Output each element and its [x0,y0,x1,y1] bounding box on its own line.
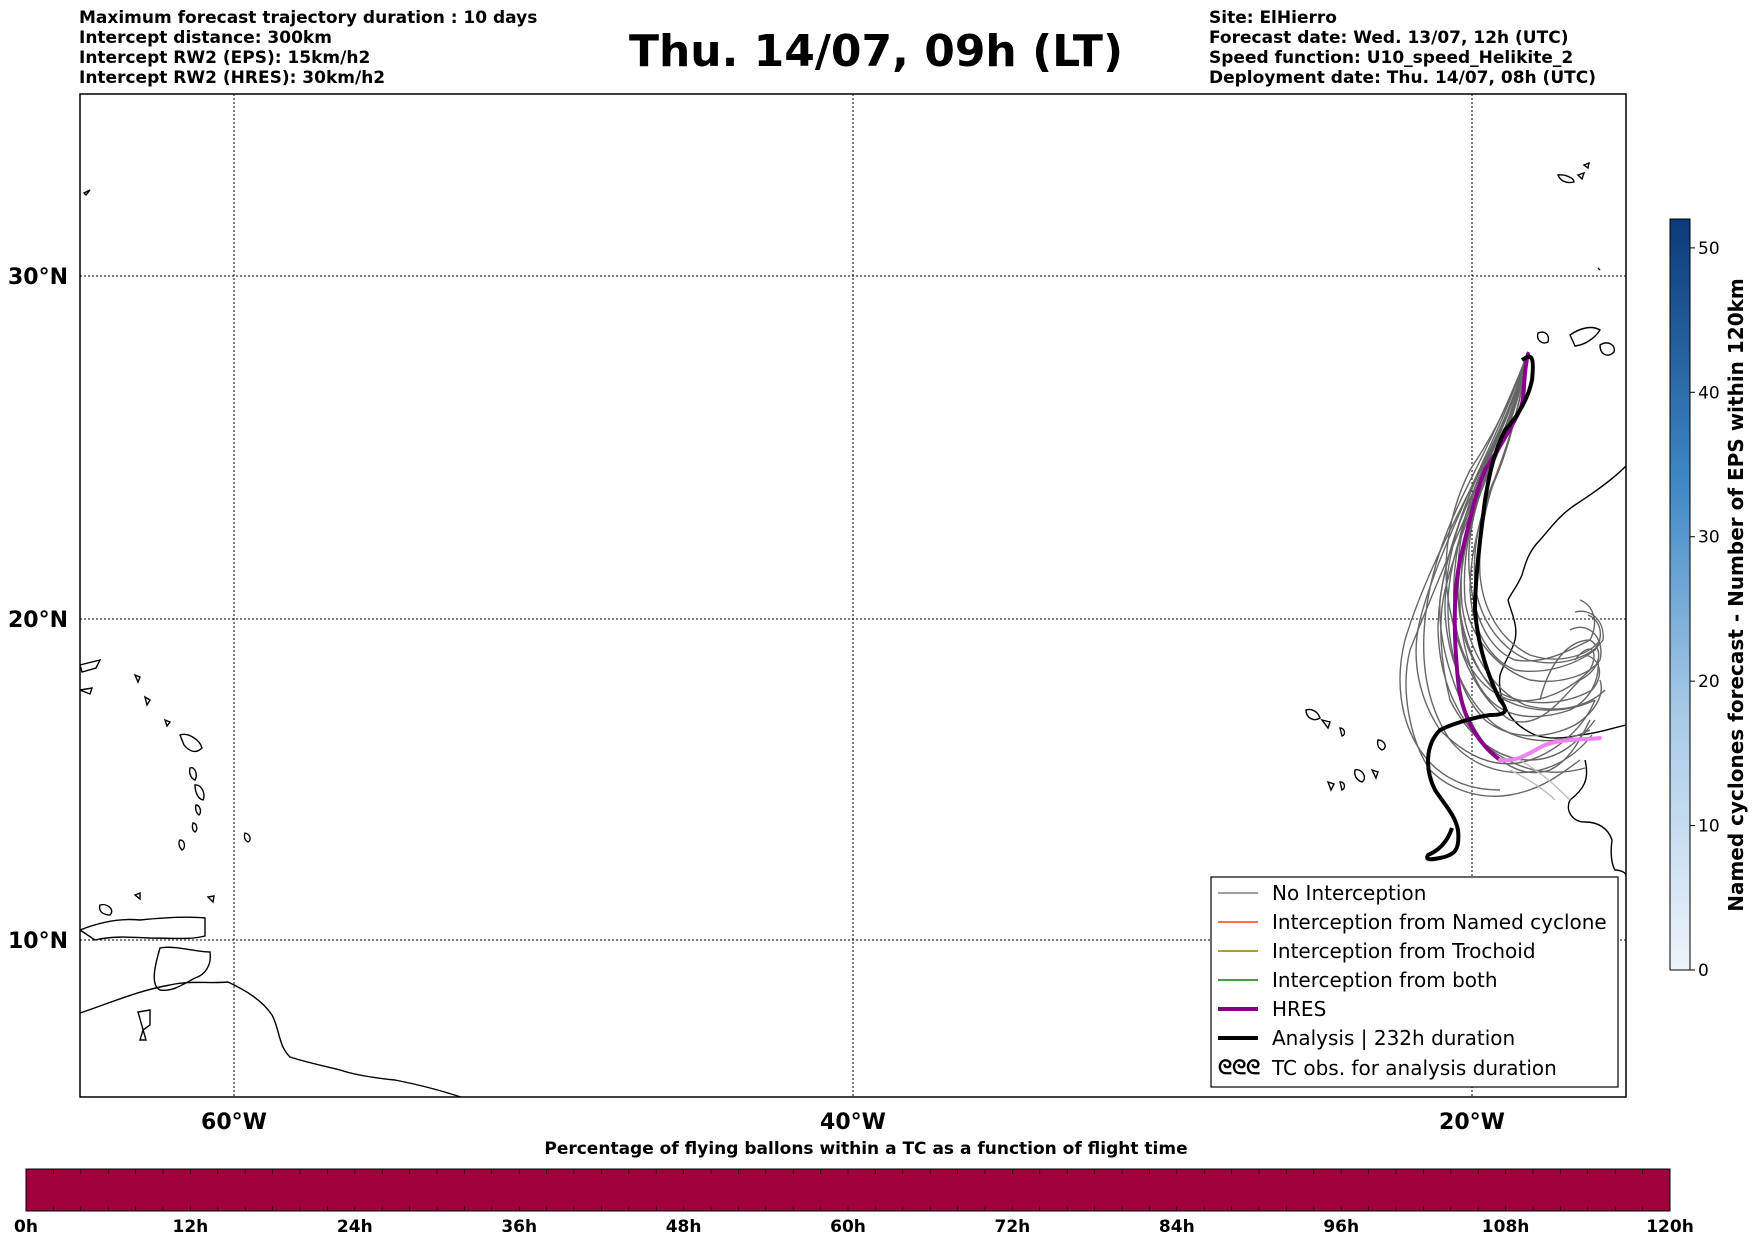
colorbar-gradient [1669,218,1691,971]
coastlines [80,161,1626,1097]
flight-time-tick-label: 0h [14,1217,38,1237]
eps-trajectories-light [1509,759,1571,801]
island-12 [98,903,113,916]
canary-island-2 [1569,326,1601,347]
flight-time-tick-label: 120h [1646,1217,1694,1237]
legend-label-no-interception: No Interception [1272,881,1426,905]
cape-verde-4 [1376,739,1386,751]
west-africa-coast [1498,465,1626,739]
cape-verde-6 [1370,768,1379,780]
canary-island-1 [1536,331,1550,344]
flight-time-tick-label: 72h [995,1217,1031,1237]
lat-label-10n: 10°N [8,929,68,954]
header-left-info: Maximum forecast trajectory duration : 1… [79,8,537,88]
page-title: Thu. 14/07, 09h (LT) [628,26,1124,77]
speed-function-text: Speed function: U10_speed_Helikite_2 [1209,48,1574,68]
cape-verde-1 [1305,708,1321,721]
south-america-coast [80,981,464,1097]
island-16 [143,695,151,707]
legend-label-named-cyclone: Interception from Named cyclone [1272,910,1607,934]
lon-label-40w: 40°W [820,1110,886,1135]
island-4 [82,189,91,197]
lat-label-30n: 30°N [8,265,68,290]
cape-verde-5 [1354,769,1366,783]
colorbar: 0 10 20 30 40 50 Named cyclones forecast - Nu… [1669,218,1748,981]
flight-time-tick-label: 60h [830,1217,866,1237]
flight-time-bar-fill [25,1168,1671,1212]
legend-label-both: Interception from both [1272,968,1498,992]
flight-time-bar-title: Percentage of flying ballons within a TC… [544,1139,1187,1159]
canary-island-3 [1599,342,1615,356]
legend-label-analysis: Analysis | 232h duration [1272,1026,1515,1050]
island-9 [191,822,198,833]
madeira-1 [1557,174,1575,184]
max-duration-text: Maximum forecast trajectory duration : 1… [79,8,538,28]
intercept-eps-text: Intercept RW2 (EPS): 15km/h2 [79,48,371,68]
colorbar-tick-label: 20 [1698,672,1720,692]
island-6 [188,767,197,781]
island-7 [194,784,205,801]
deployment-date-text: Deployment date: Thu. 14/07, 08h (UTC) [1209,68,1596,88]
flight-time-bar-minor-ticks [53,1169,1643,1211]
island-5 [179,733,203,753]
tc-obs-symbol-icon: ᘓᘓᘓ [1218,1055,1260,1079]
madeira-3 [1582,161,1590,170]
flight-time-tick-label: 84h [1159,1217,1195,1237]
analysis-trajectory [1425,354,1535,862]
colorbar-tick-label: 40 [1698,383,1720,403]
island-11 [243,832,251,843]
legend-label-trochoid: Interception from Trochoid [1272,939,1536,963]
island-1 [137,1009,151,1041]
colorbar-title: Named cyclones forecast - Number of EPS … [1724,278,1748,912]
flight-time-tick-label: 12h [173,1217,209,1237]
colorbar-tick-label: 30 [1698,528,1720,548]
trinidad-coast [153,946,212,992]
island-10 [178,839,186,851]
colorbar-tick-label: 50 [1698,239,1720,259]
island-14 [206,895,215,904]
island-3 [80,687,94,695]
island-17 [163,718,172,728]
legend: ᘓᘓᘓ No Interception Interception from Na… [1210,876,1619,1088]
flight-time-tick-label: 96h [1323,1217,1359,1237]
colorbar-tick-label: 0 [1698,961,1709,981]
intercept-hres-text: Intercept RW2 (HRES): 30km/h2 [79,68,386,88]
flight-time-bar: Percentage of flying ballons within a TC… [14,1139,1694,1237]
island-8 [194,804,202,816]
site-text: Site: ElHierro [1209,8,1337,28]
legend-label-tc-obs: TC obs. for analysis duration [1271,1056,1557,1080]
island-2 [80,658,102,673]
island-13 [133,891,141,901]
colorbar-tick-label: 10 [1698,817,1720,837]
cape-verde-7 [1326,780,1335,792]
madeira-2 [1576,171,1586,181]
canary-island-4 [1597,267,1601,271]
legend-label-hres: HRES [1272,997,1326,1021]
flight-time-tick-label: 36h [501,1217,537,1237]
cape-verde-2 [1320,718,1331,730]
intercept-distance-text: Intercept distance: 300km [79,28,332,48]
flight-time-bar-ticks: 0h 12h 24h 36h 48h 60h 72h 84h 96h 108h 120h [14,1217,1694,1237]
cape-verde-8 [1339,781,1346,792]
flight-time-tick-label: 48h [666,1217,702,1237]
lat-label-20n: 20°N [8,608,68,633]
island-15 [133,673,141,684]
venezuela-coast [80,916,206,941]
colorbar-ticks: 0 10 20 30 40 50 [1690,239,1720,981]
africa-coast-south [1567,759,1626,876]
flight-time-tick-label: 108h [1482,1217,1530,1237]
flight-time-tick-label: 24h [337,1217,373,1237]
forecast-date-text: Forecast date: Wed. 13/07, 12h (UTC) [1209,28,1569,48]
lon-label-60w: 60°W [201,1110,267,1135]
header-right-info: Site: ElHierro Forecast date: Wed. 13/07… [1209,8,1596,88]
eps-trajectories [1399,351,1606,797]
cape-verde-3 [1339,727,1346,737]
lon-label-20w: 20°W [1439,1110,1505,1135]
